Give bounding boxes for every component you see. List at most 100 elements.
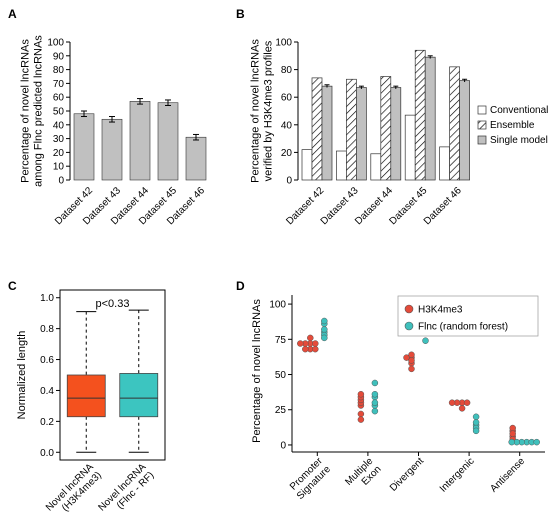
y-tick-label: 1.0 [40, 293, 54, 304]
data-point-flnc [371, 407, 379, 415]
panel-label-c: C [8, 279, 17, 293]
x-tick-label: Divergent [388, 456, 426, 494]
bar-single-model [321, 85, 333, 181]
y-tick-label: 0.0 [40, 448, 54, 459]
y-axis-title: Percentage of novel lncRNAs [251, 299, 263, 443]
data-point-h3k4me3 [408, 365, 415, 373]
data-point-flnc [371, 379, 379, 387]
data-point-h3k4me3 [312, 345, 319, 353]
y-tick-label: 60 [53, 93, 65, 104]
bar-single-model [459, 80, 470, 181]
data-point-flnc [321, 317, 328, 325]
data-point-h3k4me3 [408, 351, 415, 359]
legend-label: H3K4me3 [418, 305, 463, 316]
y-tick-label: 80 [53, 65, 65, 76]
chart-panel-d: 0 25 50 75 100 Percentage of novel lncRNAs Pro… [251, 295, 545, 502]
y-tick-label: 10 [53, 162, 65, 173]
bar [101, 118, 123, 181]
y-tick-label: 25 [275, 405, 287, 416]
data-point-h3k4me3 [357, 390, 365, 398]
legend-label: Conventional [490, 105, 548, 116]
data-point-flnc [321, 334, 328, 342]
y-tick-label: 70 [53, 79, 65, 90]
y-tick-label: 0.4 [40, 386, 54, 397]
x-tick-label-line: Intergenic [438, 456, 477, 495]
data-point-h3k4me3 [448, 399, 456, 406]
data-point-h3k4me3 [458, 405, 466, 412]
y-tick-label: 75 [275, 335, 287, 346]
bar-conventional [370, 153, 382, 181]
legend-box [397, 295, 539, 337]
panel-label-b: B [236, 7, 245, 21]
y-tick-label: 80 [281, 65, 293, 76]
data-point-flnc [472, 427, 480, 435]
y-tick-label: 0 [58, 176, 64, 187]
y-tick-label: 50 [53, 107, 65, 118]
y-tick-label: 50 [275, 370, 287, 381]
data-point-h3k4me3 [302, 345, 309, 353]
data-point-flnc [371, 399, 379, 406]
y-axis-title-line: Percentage of novel lncRNAs [19, 39, 31, 183]
data-point-flnc [472, 413, 480, 421]
data-point-h3k4me3 [297, 340, 304, 347]
chart-panel-c: 0.0 0.2 0.4 0.6 0.8 1.0 Normalized length p<0.3… [16, 289, 166, 522]
box [66, 374, 106, 418]
data-point-h3k4me3 [312, 340, 319, 347]
data-point-h3k4me3 [509, 430, 516, 437]
bar-conventional [404, 114, 416, 181]
bar-conventional [439, 146, 450, 181]
y-tick-label: 100 [47, 38, 64, 49]
data-point-h3k4me3 [408, 357, 415, 364]
data-point-flnc [533, 438, 540, 446]
bar-conventional [301, 149, 313, 181]
bar-ensemble [346, 78, 357, 181]
data-point-flnc [508, 438, 515, 446]
p-value-annotation: p<0.33 [96, 298, 130, 310]
bar-ensemble [311, 77, 323, 181]
box [119, 373, 159, 418]
y-tick-label: 20 [53, 148, 65, 159]
y-tick-label: 0 [286, 176, 292, 187]
legend-marker [404, 304, 414, 314]
y-tick-label: 100 [275, 38, 292, 49]
bar-single-model [390, 87, 402, 181]
y-axis-title: Normalized length [16, 331, 28, 420]
legend-swatch [477, 135, 487, 145]
legend-marker [404, 321, 414, 331]
bar-single-model [424, 56, 436, 181]
data-point-h3k4me3 [463, 399, 471, 406]
bar-single-model [356, 87, 367, 181]
bar [157, 102, 179, 181]
x-tick-label: Antisense [488, 455, 527, 494]
panel-label-a: A [8, 7, 17, 21]
y-axis-title-line: among Flnc predicted lncRNAs [33, 35, 45, 187]
y-tick-label: 20 [281, 148, 293, 159]
data-point-h3k4me3 [307, 334, 314, 342]
y-tick-label: 40 [53, 120, 65, 131]
y-tick-label: 0.2 [40, 417, 54, 428]
data-point-h3k4me3 [403, 354, 410, 361]
y-tick-label: 40 [281, 120, 293, 131]
x-tick-label: PromoterSignature [287, 455, 334, 502]
x-tick-label: Intergenic [438, 456, 477, 495]
y-axis-title: Percentage of novel lncRNAsamong Flnc pr… [19, 35, 44, 187]
legend-label: Flnc (random forest) [418, 322, 508, 333]
data-point-h3k4me3 [509, 424, 516, 432]
data-point-flnc [321, 326, 328, 333]
x-tick-label: Dataset 46 [422, 185, 464, 227]
y-tick-label: 30 [53, 134, 65, 145]
y-tick-label: 0.8 [40, 324, 54, 335]
x-tick-label: Novel lncRNA(H3K4me3) [44, 462, 104, 522]
data-point-flnc [371, 390, 379, 398]
panel-label-d: D [236, 279, 245, 293]
bar-conventional [336, 150, 347, 181]
bar-ensemble [414, 49, 426, 181]
y-axis-title-line: Percentage of novel lncRNAs [249, 39, 261, 183]
y-tick-label: 0 [280, 440, 286, 451]
x-tick-label-line: Divergent [388, 456, 426, 494]
y-tick-label: 60 [281, 93, 293, 104]
data-point-h3k4me3 [357, 416, 365, 423]
plot-frame [59, 289, 166, 461]
